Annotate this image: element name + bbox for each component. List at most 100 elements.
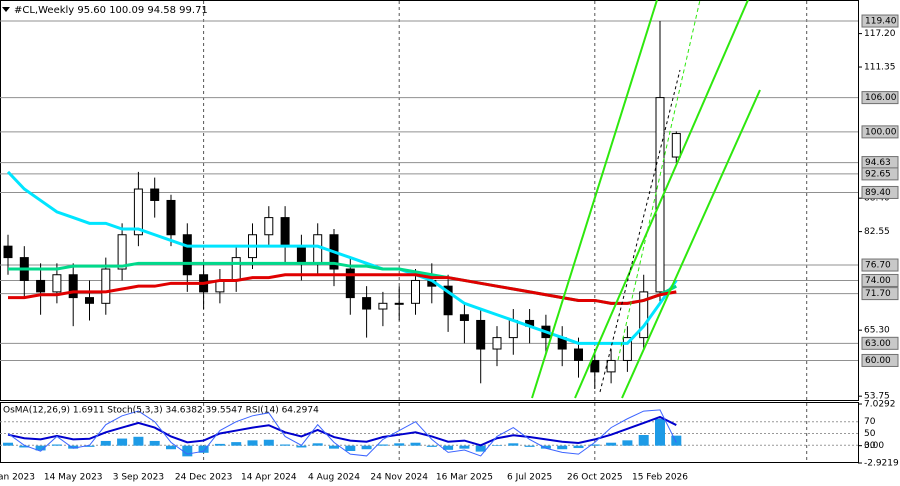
- x-tick-label: 14 Apr 2024: [241, 473, 297, 483]
- x-tick-label: 24 Nov 2024: [370, 473, 428, 483]
- osma-bar: [589, 444, 600, 446]
- candle-body: [394, 302, 404, 305]
- moving-average: [8, 273, 677, 305]
- x-tick-label: 22 Jan 2023: [0, 473, 35, 483]
- candle-body: [296, 245, 306, 264]
- level-label: 63.00: [865, 339, 891, 349]
- candle-body: [36, 279, 46, 293]
- level-label: 100.00: [865, 127, 897, 137]
- osma-bar: [214, 443, 225, 446]
- channel-line: [531, 0, 658, 399]
- osma-bar: [573, 445, 584, 449]
- osma-bar: [361, 445, 372, 450]
- osma-bar: [19, 445, 30, 448]
- trend-line: [599, 69, 681, 393]
- osma-bar: [231, 442, 242, 446]
- y-tick-label: 30: [864, 441, 876, 451]
- osma-bar: [133, 436, 144, 446]
- level-label: 89.40: [865, 188, 891, 198]
- candle-body: [345, 268, 355, 299]
- candle-body: [313, 234, 323, 264]
- x-tick-label: 14 May 2023: [44, 473, 103, 483]
- candle-body: [362, 297, 372, 310]
- x-tick-label: 6 Jul 2025: [507, 473, 552, 483]
- candle-body: [280, 217, 290, 247]
- moving-average: [6, 170, 678, 345]
- channel-line: [621, 89, 761, 399]
- osma-bar: [622, 440, 633, 446]
- x-tick-label: 15 Feb 2026: [632, 473, 688, 483]
- osma-bar: [149, 440, 160, 446]
- y2-tick-label: 7.0292: [864, 400, 896, 410]
- level-label: 92.65: [865, 169, 891, 179]
- chart-title: #CL,Weekly 95.60 100.09 94.58 99.71: [14, 5, 208, 16]
- level-label: 94.63: [865, 158, 891, 168]
- osma-bar: [410, 442, 421, 446]
- level-label: 76.70: [865, 261, 891, 271]
- x-tick-label: 3 Sep 2023: [113, 473, 164, 483]
- candle-body: [622, 337, 632, 361]
- osma-bar: [638, 435, 649, 446]
- osma-bar: [443, 445, 454, 450]
- candle-body: [85, 297, 94, 304]
- level-label: 71.70: [865, 289, 891, 299]
- oscillator-line: [7, 409, 677, 457]
- candle-body: [52, 274, 62, 293]
- candle-body: [574, 348, 583, 361]
- candle-body: [508, 319, 518, 339]
- osma-bar: [68, 445, 79, 449]
- candle-body: [231, 257, 241, 281]
- y2-tick-label: 0.00: [864, 441, 884, 451]
- osma-bar: [492, 445, 502, 446]
- indicator-label: OsMA(12,26,9) 1.6911 Stoch(5,3,3) 34.638…: [3, 406, 319, 416]
- osma-bar: [166, 445, 176, 450]
- candle-body: [166, 199, 176, 236]
- y-tick-label: 53.75: [864, 392, 890, 402]
- level-box: [861, 125, 899, 139]
- candle-body: [133, 188, 143, 236]
- y-tick-label: 117.20: [864, 29, 896, 39]
- osma-bar: [100, 440, 111, 446]
- osma-bar: [508, 443, 519, 446]
- level-box: [861, 273, 899, 287]
- osma-bar: [329, 445, 339, 449]
- osma-bar: [35, 445, 46, 451]
- oscillator-pane: [0, 402, 859, 463]
- x-tick-label: 26 Oct 2025: [567, 473, 623, 483]
- level-label: 106.00: [865, 93, 897, 103]
- candle-body: [3, 245, 13, 259]
- candle-body: [443, 285, 453, 316]
- osma-bar: [426, 445, 437, 447]
- candle-body: [378, 302, 388, 310]
- candle-body: [117, 234, 127, 270]
- y-tick-label: 50: [864, 429, 876, 439]
- channel-line: [617, 0, 701, 361]
- y-tick-label: 111.35: [864, 63, 896, 73]
- osma-bar: [296, 445, 307, 448]
- osma-bar: [263, 439, 274, 446]
- osma-bar: [117, 438, 128, 446]
- osma-bar: [655, 418, 665, 446]
- candle-body: [606, 359, 616, 373]
- level-box: [861, 14, 899, 28]
- osma-bar: [312, 443, 323, 446]
- y2-tick-label: -2.9219: [864, 459, 899, 469]
- level-box: [861, 167, 899, 181]
- level-box: [861, 91, 899, 105]
- oscillator-line: [7, 415, 677, 447]
- osma-bar: [247, 440, 258, 446]
- candle-body: [182, 234, 192, 276]
- candle-body: [68, 274, 78, 299]
- osma-bar: [606, 442, 617, 446]
- channel-line: [574, 0, 749, 399]
- menu-icon[interactable]: [2, 7, 10, 12]
- level-label: 74.00: [865, 276, 891, 286]
- candle-body: [459, 314, 469, 321]
- candle-body: [476, 319, 486, 350]
- level-box: [861, 185, 899, 199]
- osma-bar: [459, 445, 470, 449]
- x-tick-label: 4 Aug 2024: [308, 473, 360, 483]
- level-box: [861, 287, 899, 301]
- level-box: [861, 258, 899, 272]
